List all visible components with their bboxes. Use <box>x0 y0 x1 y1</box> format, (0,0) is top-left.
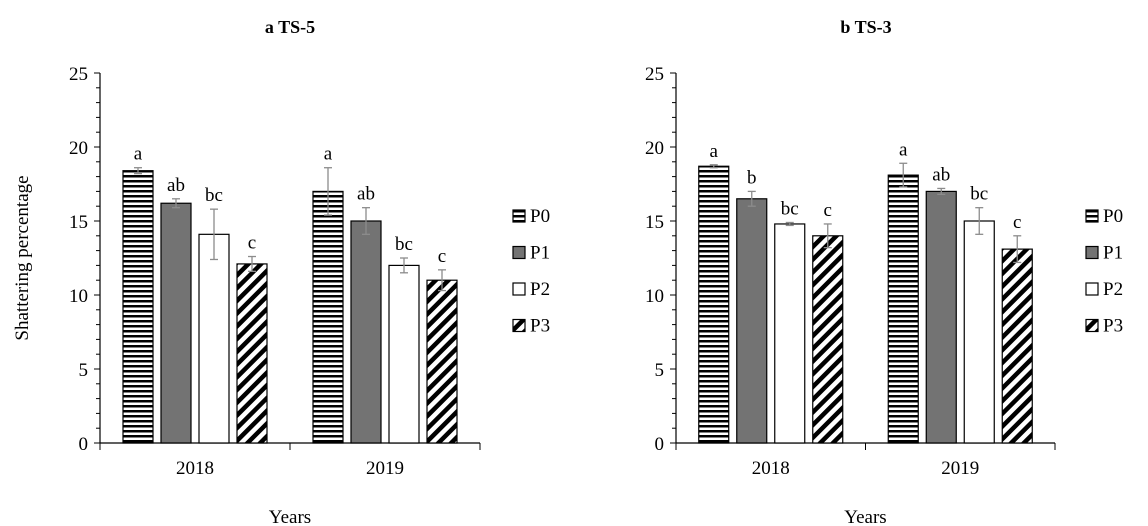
significance-letter: bc <box>395 234 413 255</box>
bar-p2 <box>774 223 806 444</box>
y-tick-label: 25 <box>645 64 664 85</box>
bar-p2 <box>198 233 230 444</box>
significance-letter: bc <box>970 184 988 205</box>
legend-swatch-p1 <box>1085 245 1099 260</box>
significance-letter: c <box>1013 212 1021 233</box>
bar-p0 <box>122 170 154 444</box>
legend-label: P0 <box>1103 206 1123 227</box>
y-tick-label: 15 <box>69 212 88 233</box>
y-tick-label: 20 <box>69 138 88 159</box>
bar-p2 <box>388 264 420 444</box>
bar-p0 <box>887 174 919 444</box>
bar-p0 <box>698 165 730 444</box>
legend-label: P3 <box>530 316 550 337</box>
legend-label: P1 <box>1103 243 1123 264</box>
bar-p1 <box>736 198 768 444</box>
bar-p1 <box>160 202 192 444</box>
x-tick-label: 2018 <box>752 458 790 479</box>
y-tick-label: 25 <box>69 64 88 85</box>
legend-swatch-p0 <box>512 209 526 223</box>
significance-letter: a <box>324 144 333 165</box>
y-tick-label: 20 <box>645 138 664 159</box>
y-tick-label: 0 <box>655 434 665 455</box>
bar-p2 <box>963 220 995 444</box>
legend-label: P0 <box>530 206 550 227</box>
y-tick-label: 0 <box>79 434 89 455</box>
legend-label: P1 <box>530 243 550 264</box>
y-tick-label: 5 <box>79 360 89 381</box>
chart-title: a TS-5 <box>265 17 315 37</box>
significance-letter: bc <box>205 185 223 206</box>
y-tick-label: 5 <box>655 360 665 381</box>
legend: P0 P1 P2 P3 <box>512 206 550 337</box>
significance-letter: c <box>438 246 446 267</box>
x-tick-label: 2018 <box>176 458 214 479</box>
bar-p1 <box>925 190 957 444</box>
legend-swatch-p3 <box>1085 318 1099 333</box>
x-axis-title: Years <box>269 507 311 526</box>
x-tick-label: 2019 <box>366 458 404 479</box>
legend-label: P2 <box>530 279 550 300</box>
y-tick-label: 10 <box>69 286 88 307</box>
significance-letter: b <box>747 167 757 188</box>
chart-title: b TS-3 <box>840 17 891 37</box>
legend-swatch-p0 <box>1085 209 1099 223</box>
significance-letter: ab <box>167 175 185 196</box>
y-axis-title: Shattering percentage <box>12 175 33 340</box>
bar-p3 <box>426 279 458 444</box>
significance-letter: ab <box>357 184 375 205</box>
bar-p1 <box>350 220 382 444</box>
significance-letter: c <box>248 233 256 254</box>
legend-label: P3 <box>1103 316 1123 337</box>
y-tick-label: 15 <box>645 212 664 233</box>
bar-p3 <box>812 235 844 444</box>
significance-letter: bc <box>781 198 799 219</box>
legend-swatch-p1 <box>512 245 526 260</box>
legend-swatch-p2 <box>1085 282 1099 296</box>
legend-swatch-p3 <box>512 318 526 333</box>
significance-letter: a <box>134 144 143 165</box>
bar-p3 <box>236 263 268 444</box>
significance-letter: a <box>899 139 908 160</box>
y-tick-label: 10 <box>645 286 664 307</box>
significance-letter: a <box>710 141 719 162</box>
legend-swatch-p2 <box>512 282 526 296</box>
x-tick-label: 2019 <box>941 458 979 479</box>
significance-letter: c <box>824 200 832 221</box>
legend: P0 P1 P2 P3 <box>1085 206 1123 337</box>
legend-label: P2 <box>1103 279 1123 300</box>
bar-p0 <box>312 190 344 444</box>
bar-p3 <box>1001 248 1033 444</box>
x-axis-title: Years <box>844 507 886 526</box>
significance-letter: ab <box>932 164 950 185</box>
